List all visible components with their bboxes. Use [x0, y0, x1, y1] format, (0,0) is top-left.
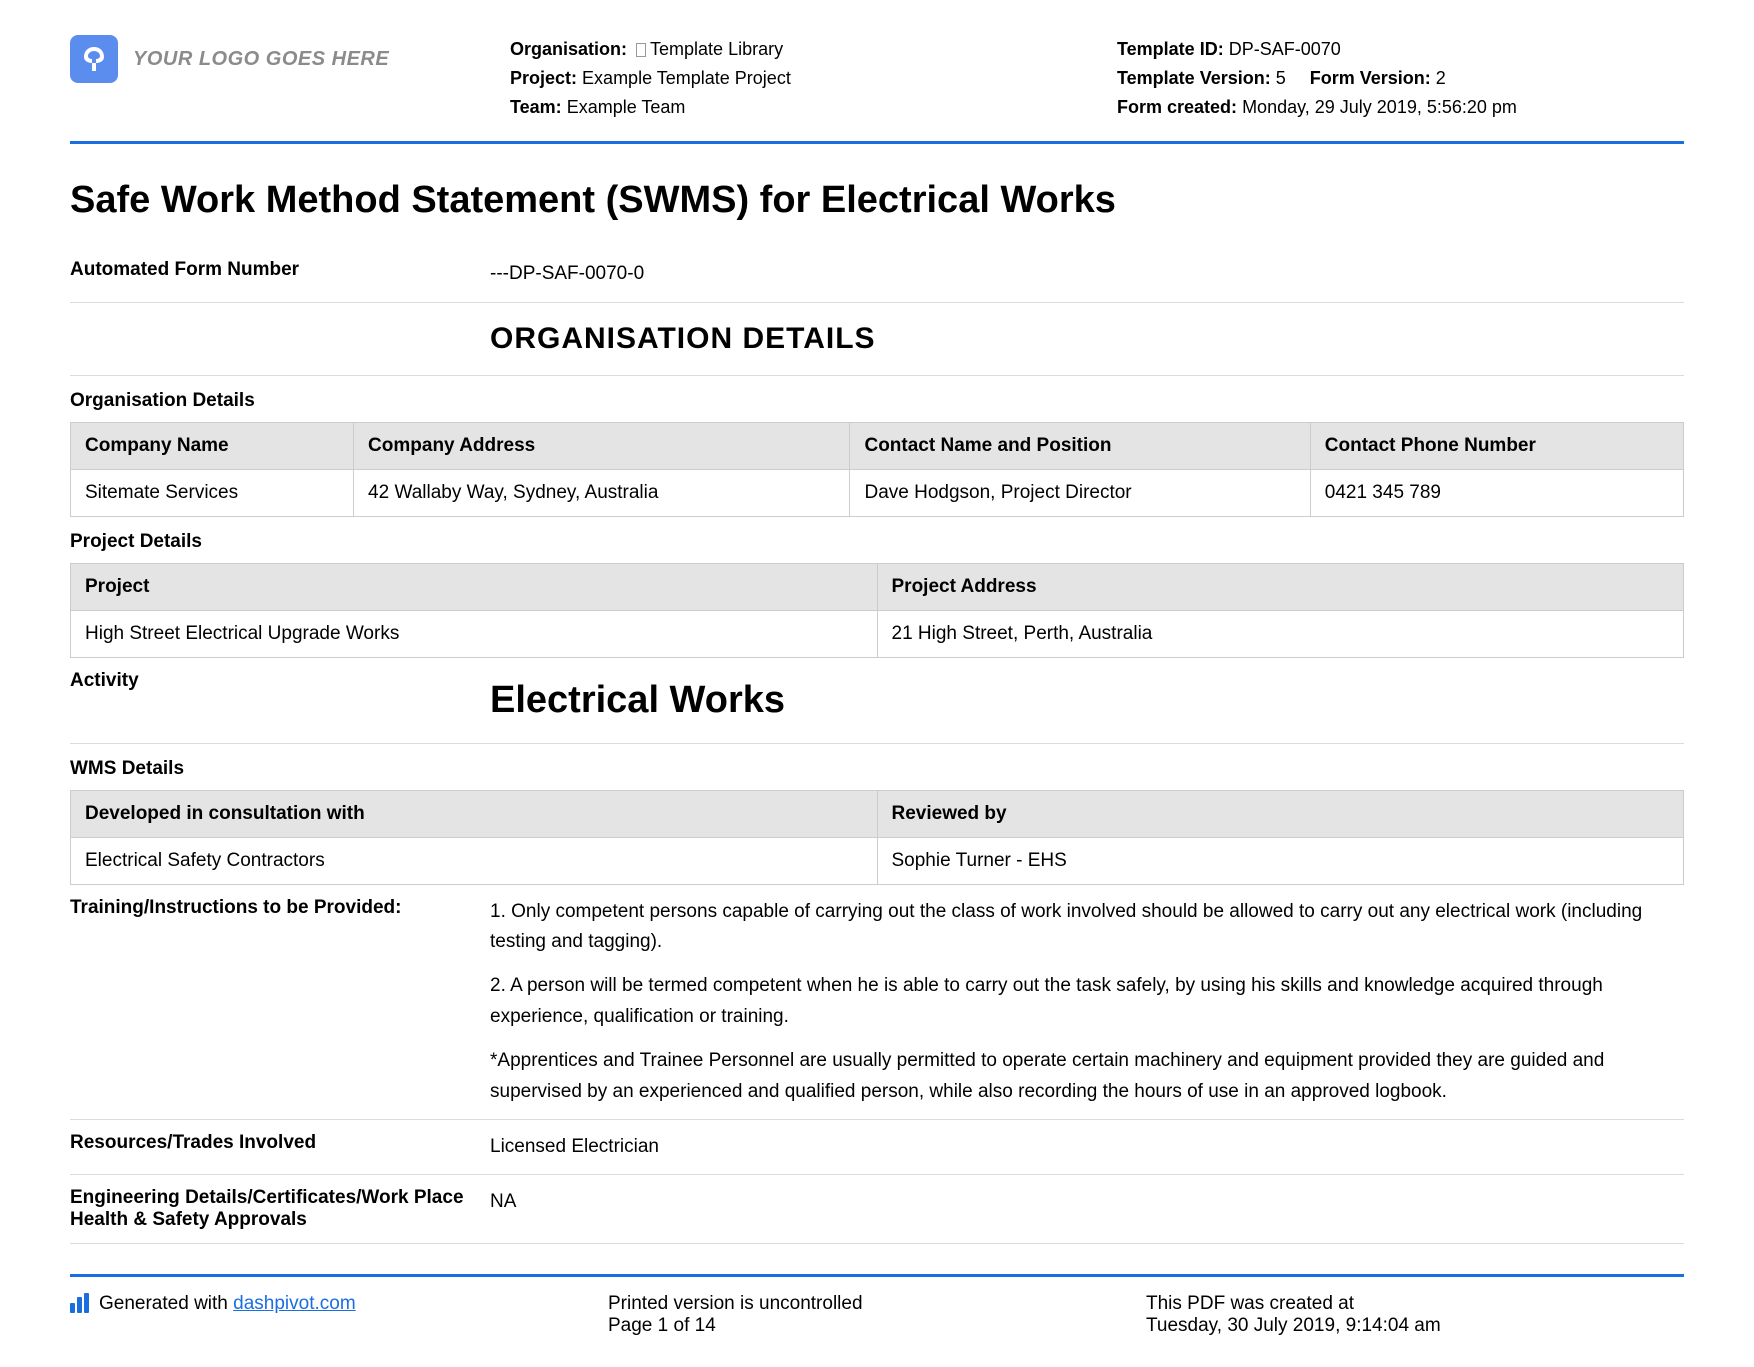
printed-line1: Printed version is uncontrolled [608, 1293, 1146, 1315]
proj-td-0: High Street Electrical Upgrade Works [71, 610, 878, 657]
org-td-2: Dave Hodgson, Project Director [850, 469, 1310, 516]
training-p3: *Apprentices and Trainee Personnel are u… [490, 1046, 1684, 1107]
table-row: High Street Electrical Upgrade Works 21 … [71, 610, 1684, 657]
org-details-heading: Organisation Details [70, 376, 1684, 422]
training-label: Training/Instructions to be Provided: [70, 897, 490, 919]
form-number-label: Automated Form Number [70, 259, 490, 281]
project-details-table: Project Project Address High Street Elec… [70, 563, 1684, 658]
table-row: Sitemate Services 42 Wallaby Way, Sydney… [71, 469, 1684, 516]
page-title: Safe Work Method Statement (SWMS) for El… [70, 179, 1684, 222]
engineering-label: Engineering Details/Certificates/Work Pl… [70, 1187, 490, 1231]
wms-th-1: Reviewed by [877, 790, 1684, 837]
proj-th-1: Project Address [877, 563, 1684, 610]
proj-th-0: Project [71, 563, 878, 610]
training-value: 1. Only competent persons capable of car… [490, 897, 1684, 1107]
org-td-0: Sitemate Services [71, 469, 354, 516]
org-th-1: Company Address [354, 422, 850, 469]
activity-row: Activity Electrical Works [70, 658, 1684, 744]
table-row: Electrical Safety Contractors Sophie Tur… [71, 837, 1684, 884]
footer-created: This PDF was created at Tuesday, 30 July… [1146, 1293, 1684, 1337]
form-version-label: Form Version: [1310, 68, 1431, 88]
footer-printed: Printed version is uncontrolled Page 1 o… [608, 1293, 1146, 1337]
footer-generated: Generated with dashpivot.com [70, 1293, 608, 1337]
dashpivot-link[interactable]: dashpivot.com [233, 1293, 356, 1314]
logo-placeholder-text: YOUR LOGO GOES HERE [133, 48, 389, 71]
org-th-3: Contact Phone Number [1310, 422, 1683, 469]
team-label: Team: [510, 97, 562, 117]
engineering-value: NA [490, 1187, 1684, 1217]
generated-text: Generated with [99, 1293, 233, 1314]
training-p2: 2. A person will be termed competent whe… [490, 971, 1684, 1032]
resources-label: Resources/Trades Involved [70, 1132, 490, 1154]
org-section-row: ORGANISATION DETAILS [70, 303, 1684, 376]
training-p1: 1. Only competent persons capable of car… [490, 897, 1684, 958]
template-id-value: DP-SAF-0070 [1229, 39, 1341, 59]
resources-row: Resources/Trades Involved Licensed Elect… [70, 1120, 1684, 1175]
header-meta-left: Organisation: Template Library Project: … [510, 35, 1077, 121]
org-section-heading: ORGANISATION DETAILS [490, 315, 1684, 363]
form-number-row: Automated Form Number ---DP-SAF-0070-0 [70, 247, 1684, 302]
org-td-1: 42 Wallaby Way, Sydney, Australia [354, 469, 850, 516]
project-details-heading: Project Details [70, 517, 1684, 563]
template-id-label: Template ID: [1117, 39, 1224, 59]
created-line2: Tuesday, 30 July 2019, 9:14:04 am [1146, 1315, 1684, 1337]
wms-heading: WMS Details [70, 744, 1684, 790]
document-footer: Generated with dashpivot.com Printed ver… [70, 1274, 1684, 1337]
engineering-row: Engineering Details/Certificates/Work Pl… [70, 1175, 1684, 1244]
form-created-value: Monday, 29 July 2019, 5:56:20 pm [1242, 97, 1517, 117]
org-label: Organisation: [510, 39, 627, 59]
printed-line2: Page 1 of 14 [608, 1315, 1146, 1337]
org-details-table: Company Name Company Address Contact Nam… [70, 422, 1684, 517]
form-number-value: ---DP-SAF-0070-0 [490, 259, 1684, 289]
wms-td-0: Electrical Safety Contractors [71, 837, 878, 884]
template-version-label: Template Version: [1117, 68, 1271, 88]
form-version-value: 2 [1436, 68, 1446, 88]
wms-details-table: Developed in consultation with Reviewed … [70, 790, 1684, 885]
activity-label: Activity [70, 670, 490, 692]
document-header: YOUR LOGO GOES HERE Organisation: Templa… [70, 35, 1684, 144]
logo-block: YOUR LOGO GOES HERE [70, 35, 470, 83]
header-meta-right: Template ID: DP-SAF-0070 Template Versio… [1117, 35, 1684, 121]
resources-value: Licensed Electrician [490, 1132, 1684, 1162]
org-value: Template Library [650, 39, 783, 59]
org-th-2: Contact Name and Position [850, 422, 1310, 469]
activity-value: Electrical Works [490, 670, 1684, 731]
org-th-0: Company Name [71, 422, 354, 469]
form-created-label: Form created: [1117, 97, 1237, 117]
wms-td-1: Sophie Turner - EHS [877, 837, 1684, 884]
proj-td-1: 21 High Street, Perth, Australia [877, 610, 1684, 657]
logo-icon [70, 35, 118, 83]
template-version-value: 5 [1276, 68, 1286, 88]
project-label: Project: [510, 68, 577, 88]
wms-th-0: Developed in consultation with [71, 790, 878, 837]
created-line1: This PDF was created at [1146, 1293, 1684, 1315]
team-value: Example Team [567, 97, 686, 117]
project-value: Example Template Project [582, 68, 791, 88]
training-row: Training/Instructions to be Provided: 1.… [70, 885, 1684, 1120]
chart-icon [70, 1293, 89, 1313]
org-td-3: 0421 345 789 [1310, 469, 1683, 516]
